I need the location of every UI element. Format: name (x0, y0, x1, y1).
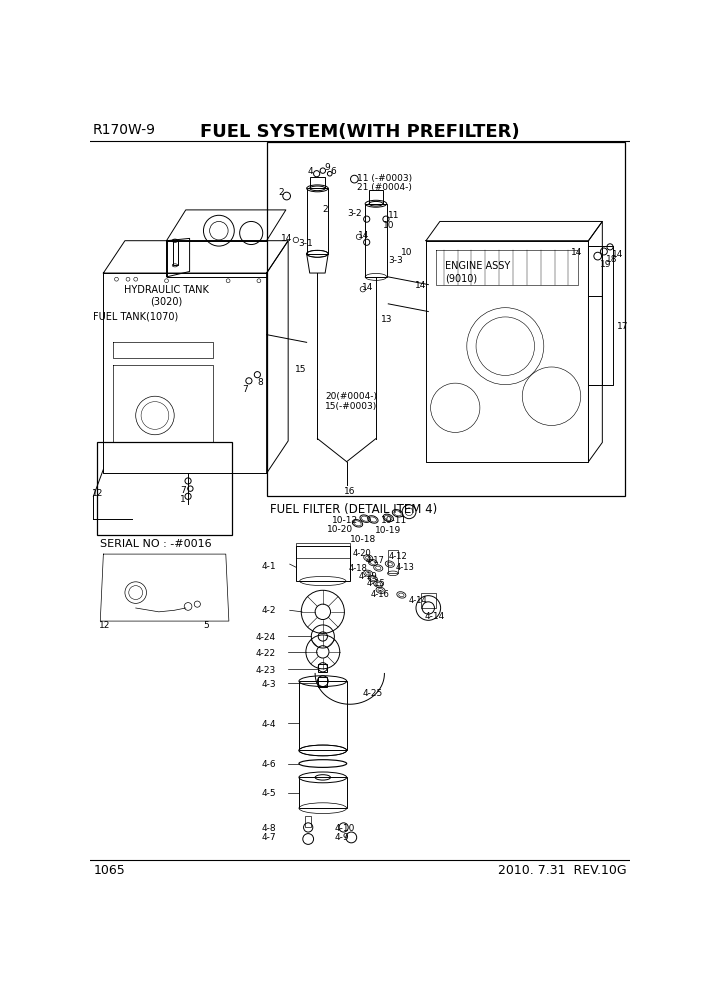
Text: 17: 17 (617, 322, 628, 331)
Text: 4-1: 4-1 (261, 561, 276, 570)
Text: 14: 14 (357, 231, 369, 240)
Bar (318, 665, 327, 672)
Text: 3-2: 3-2 (347, 209, 362, 218)
Text: 13: 13 (380, 314, 392, 323)
Text: 4-25: 4-25 (363, 688, 383, 697)
Text: 19: 19 (600, 260, 611, 269)
Text: 20(#0004-): 20(#0004-) (325, 393, 377, 402)
Text: 4-23: 4-23 (256, 666, 276, 675)
Text: 2010. 7.31  REV.10G: 2010. 7.31 REV.10G (498, 864, 626, 877)
Bar (388, 551, 397, 573)
Text: 2: 2 (322, 205, 328, 214)
Bar (310, 177, 325, 188)
Text: 4-6: 4-6 (261, 761, 276, 770)
Bar (420, 592, 436, 608)
Text: 4: 4 (308, 167, 314, 176)
Text: 1065: 1065 (93, 864, 125, 877)
Text: 4-10: 4-10 (334, 823, 355, 832)
Text: 10-19: 10-19 (375, 526, 402, 535)
Text: SERIAL NO : -#0016: SERIAL NO : -#0016 (100, 539, 212, 549)
Text: 4-16: 4-16 (371, 590, 390, 599)
Text: 14: 14 (612, 250, 623, 259)
Text: R170W-9: R170W-9 (93, 123, 156, 137)
Bar (97, 442, 232, 535)
Text: 4-2: 4-2 (261, 606, 276, 615)
Text: 4-14: 4-14 (409, 595, 428, 605)
Text: 2: 2 (278, 187, 284, 196)
Text: 14: 14 (362, 283, 373, 292)
Text: 4-18: 4-18 (349, 564, 368, 573)
Text: FUEL TANK(1070): FUEL TANK(1070) (93, 311, 178, 321)
Text: 4-20: 4-20 (353, 550, 371, 558)
Bar (299, 778, 347, 808)
Bar (307, 188, 329, 254)
Text: 4-15: 4-15 (366, 579, 385, 588)
Text: 4-7: 4-7 (261, 833, 276, 842)
Text: 4-12: 4-12 (388, 552, 407, 560)
Text: 10-18: 10-18 (350, 535, 376, 544)
Text: HYDRAULIC TANK
(3020): HYDRAULIC TANK (3020) (124, 285, 209, 307)
Text: 12: 12 (92, 489, 103, 498)
Text: 18: 18 (606, 255, 618, 264)
Bar (296, 543, 350, 558)
Text: 10: 10 (383, 221, 395, 230)
Text: 11: 11 (388, 211, 399, 220)
Text: 10-12: 10-12 (332, 516, 358, 525)
Text: 4-13: 4-13 (396, 562, 415, 571)
Text: 11 (-#0003): 11 (-#0003) (357, 175, 413, 184)
Text: 4-17: 4-17 (365, 557, 384, 565)
Bar (365, 203, 387, 277)
Text: 15(-#0003): 15(-#0003) (325, 402, 378, 411)
Text: 14: 14 (415, 281, 426, 290)
Text: 14: 14 (281, 234, 292, 243)
Bar (296, 547, 350, 581)
Text: 16: 16 (344, 487, 355, 496)
Bar (305, 815, 311, 827)
Text: ENGINE ASSY
(9010): ENGINE ASSY (9010) (445, 262, 510, 283)
Text: 15: 15 (295, 365, 307, 374)
Text: 4-3: 4-3 (261, 680, 276, 688)
Text: 3-3: 3-3 (388, 256, 403, 265)
Text: 10-20: 10-20 (326, 525, 353, 534)
Text: 4-24: 4-24 (256, 634, 276, 643)
Text: 3-1: 3-1 (298, 239, 313, 248)
Text: 4-9: 4-9 (334, 833, 349, 842)
Text: 10: 10 (402, 248, 413, 257)
Bar (369, 189, 383, 203)
Text: 8: 8 (258, 378, 263, 387)
Text: FUEL FILTER (DETAIL ITEM 4): FUEL FILTER (DETAIL ITEM 4) (270, 503, 438, 516)
Text: 10-11: 10-11 (380, 516, 406, 525)
Text: 4-8: 4-8 (261, 823, 276, 832)
Text: 4-22: 4-22 (256, 649, 276, 658)
Text: 14: 14 (571, 248, 582, 257)
Text: 7: 7 (242, 385, 248, 394)
Bar (318, 678, 327, 686)
Text: 6: 6 (331, 167, 336, 176)
Text: 12: 12 (99, 621, 110, 630)
Text: 5: 5 (204, 621, 209, 630)
Text: 4-4: 4-4 (261, 719, 276, 729)
Text: 4-5: 4-5 (261, 789, 276, 798)
Text: 1: 1 (180, 495, 186, 504)
Text: 21 (#0004-): 21 (#0004-) (357, 183, 412, 191)
Bar (267, 142, 625, 496)
Text: 7: 7 (180, 485, 186, 495)
Text: 4-14: 4-14 (425, 612, 444, 621)
Text: 9: 9 (324, 163, 330, 172)
Text: FUEL SYSTEM(WITH PREFILTER): FUEL SYSTEM(WITH PREFILTER) (200, 123, 519, 141)
Text: 4-19: 4-19 (359, 571, 378, 580)
Bar (299, 682, 347, 750)
